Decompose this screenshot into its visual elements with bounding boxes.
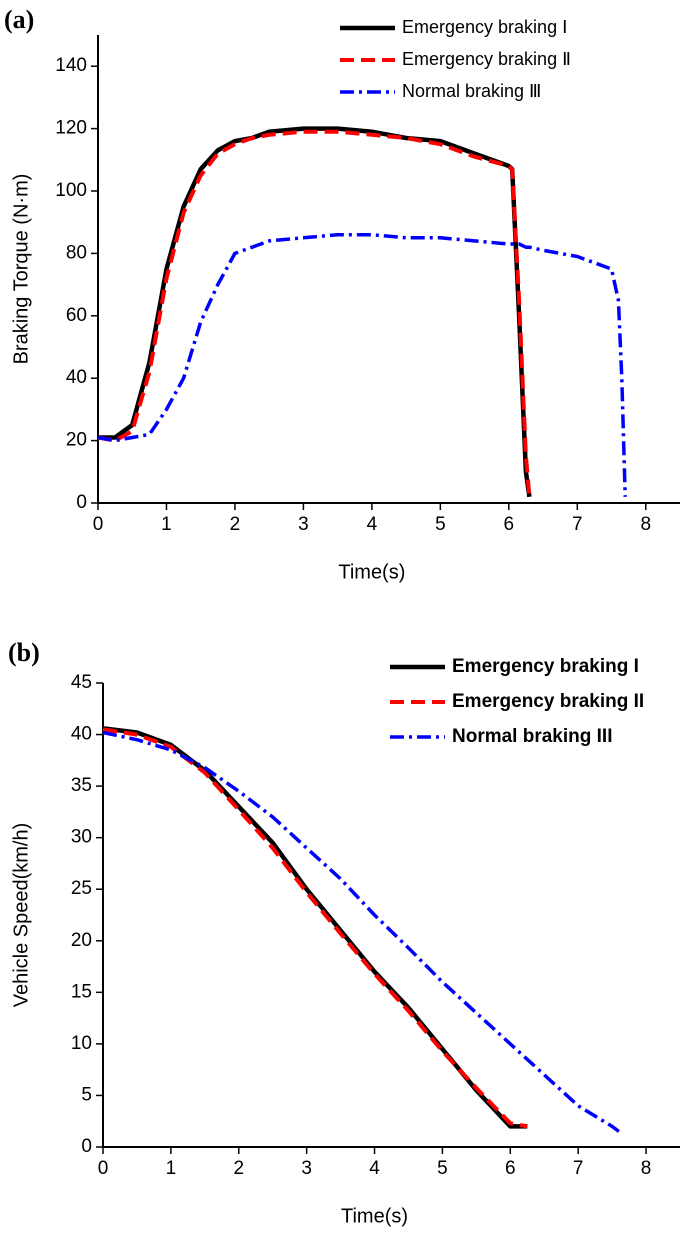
x-tick-label: 3	[301, 1158, 312, 1179]
x-tick-label: 8	[640, 514, 651, 535]
legend-label: Normal braking Ⅲ	[402, 81, 541, 101]
y-tick-label: 0	[81, 1136, 92, 1157]
y-tick-label: 45	[71, 672, 92, 693]
y-tick-label: 120	[55, 118, 87, 139]
legend-label: Emergency braking I	[452, 656, 639, 677]
legend-label: Emergency braking Ⅱ	[402, 49, 571, 69]
y-tick-label: 30	[71, 827, 92, 848]
x-tick-label: 2	[233, 1158, 244, 1179]
x-tick-label: 0	[93, 514, 104, 535]
y-tick-label: 5	[81, 1084, 92, 1105]
y-tick-label: 100	[55, 180, 87, 201]
series-line	[97, 129, 532, 497]
x-axis-title: Time(s)	[341, 1205, 408, 1227]
x-tick-label: 1	[161, 514, 172, 535]
y-tick-label: 20	[71, 930, 92, 951]
x-tick-label: 7	[572, 514, 583, 535]
series-line	[98, 126, 532, 498]
y-tick-label: 15	[71, 981, 92, 1002]
x-axis-title: Time(s)	[338, 561, 405, 583]
y-tick-label: 140	[55, 55, 87, 76]
x-tick-label: 6	[504, 514, 515, 535]
x-tick-label: 4	[367, 514, 378, 535]
chart-panel: (b)0 1 2 3 4 5 6 7 8051015202530354045Time(s)Veh…	[8, 638, 680, 1227]
x-tick-label: 6	[505, 1158, 516, 1179]
series-line	[97, 232, 627, 497]
x-tick-label: 5	[437, 1158, 448, 1179]
y-tick-label: 80	[66, 242, 87, 263]
y-tick-label: 40	[71, 724, 92, 745]
y-axis-title: Vehicle Speed(km/h)	[10, 823, 32, 1008]
panel-label: (b)	[8, 638, 40, 667]
x-tick-label: 2	[230, 514, 241, 535]
y-tick-label: 25	[71, 878, 92, 899]
series-line	[102, 726, 528, 1129]
series-line	[102, 727, 528, 1129]
x-tick-label: 4	[369, 1158, 380, 1179]
y-tick-label: 20	[66, 430, 87, 451]
x-tick-label: 5	[435, 514, 446, 535]
y-tick-label: 35	[71, 775, 92, 796]
x-tick-label: 0	[98, 1158, 109, 1179]
series-line	[102, 730, 620, 1133]
legend-label: Emergency braking II	[452, 691, 644, 712]
x-tick-label: 1	[166, 1158, 177, 1179]
x-tick-label: 3	[298, 514, 309, 535]
legend-label: Emergency braking Ⅰ	[402, 17, 567, 37]
panel-label: (a)	[4, 5, 34, 34]
x-tick-label: 7	[573, 1158, 584, 1179]
legend-label: Normal braking III	[452, 726, 612, 747]
y-tick-label: 0	[76, 492, 87, 513]
y-tick-label: 60	[66, 305, 87, 326]
x-tick-label: 8	[641, 1158, 652, 1179]
y-axis-title: Braking Torque (N·m)	[10, 174, 32, 365]
y-tick-label: 40	[66, 367, 87, 388]
y-tick-label: 10	[71, 1033, 92, 1054]
chart-panel: (a)0 1 2 3 4 5 6 7 8020406080100120140Time(s)Bra…	[4, 5, 680, 583]
